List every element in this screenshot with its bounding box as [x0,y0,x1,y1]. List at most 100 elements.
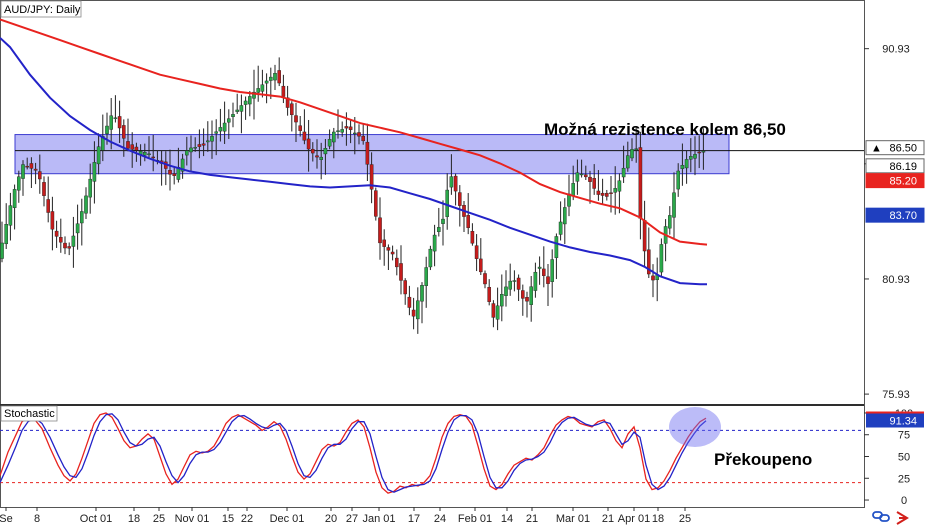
candle-bull [630,149,634,159]
price-y-tick-label: 90.93 [882,44,910,56]
price-tag-label: 86.50 [889,143,917,155]
candle-bear [59,237,63,243]
stochastic-k-line [0,412,707,494]
stochastic-y-tick-label: 0 [901,495,907,507]
candle-bull [689,156,693,160]
candle-bear [542,268,546,276]
candle-bear [29,163,34,169]
candle-bull [353,132,357,135]
x-tick-label: 20 [325,513,337,525]
candle-bear [521,290,525,299]
candle-bear [458,192,462,206]
price-y-tick-label: 75.93 [882,389,910,401]
link-icon[interactable] [872,511,890,522]
candle-bull [84,195,88,214]
candle-bear [294,115,298,123]
candle-bear [483,273,487,285]
candle-bull [231,114,235,117]
candle-bull [189,147,193,153]
candle-bull [71,235,76,247]
price-tag-marker: ▲ [871,143,882,155]
candle-bull [96,146,101,165]
candle-bull [210,136,214,142]
stochastic-d-line [0,413,707,493]
x-tick-label: 22 [241,513,253,525]
price-panel-frame [0,0,865,405]
x-tick-label: 18 [128,513,140,525]
candle-bull [437,227,441,232]
candle-bear [369,164,374,190]
candle-bear [382,239,387,247]
stochastic-panel-title: Stochastic [4,408,55,420]
candle-bull [684,159,689,169]
candle-bear [348,126,353,130]
x-tick-label: 25 [153,513,165,525]
candle-bull [428,248,433,268]
candle-bear [479,258,483,273]
x-tick-label: 21 [602,513,614,525]
candle-bear [67,246,71,249]
candle-bull [243,100,248,105]
candle-bear [399,263,403,281]
candle-bear [491,303,496,318]
candle-bear [474,245,479,259]
candle-bull [260,84,265,92]
candle-bear [546,276,550,284]
candle-bear [315,155,319,158]
candle-bear [584,174,588,178]
x-tick-label: 14 [501,513,513,525]
stochastic-panel-label-bg [0,405,58,422]
candle-bear [487,287,492,302]
candle-bear [395,257,399,268]
candle-bear [344,126,349,129]
candle-bear [151,156,156,159]
stochastic-y-tick-label: 75 [898,430,910,442]
candle-bull [21,164,25,179]
candle-bull [226,118,231,123]
candle-bear [647,249,651,275]
candle-bull [273,73,277,81]
candle-bull [235,109,240,112]
arrow-icon[interactable] [896,511,909,525]
candle-bear [365,141,370,165]
x-tick-label: Nov 01 [175,513,210,525]
candle-bull [659,244,664,273]
x-tick-label: Apr 01 [618,513,650,525]
candle-bull [4,224,8,245]
candle-bull [12,189,17,208]
x-tick-label: 17 [408,513,420,525]
candle-bear [525,297,529,302]
x-tick-label: Se [0,513,13,525]
candle-bear [201,143,206,146]
candle-bear [697,151,701,154]
candle-bull [676,170,680,190]
candle-bear [411,309,416,317]
candle-bull [218,127,223,132]
candle-bear [600,192,605,196]
price-tag-bg [865,140,925,156]
candle-bull [256,88,261,93]
candle-bull [105,125,109,134]
stochastic-y-tick-label: 50 [898,452,910,464]
x-tick-label: 15 [222,513,234,525]
stochastic-y-tick-label: 25 [898,473,910,485]
candle-bear [121,125,126,139]
price-panel-title: AUD/JPY: Daily [4,4,81,16]
candle-bull [701,150,706,153]
candle-bear [386,247,391,251]
x-tick-label: Oct 01 [80,513,112,525]
candle-bull [147,153,151,156]
x-tick-label: 18 [652,513,664,525]
candle-bull [416,300,420,320]
candle-bull [205,140,210,143]
candle-bear [42,182,46,196]
x-tick-label: Mar 01 [556,513,590,525]
candle-bear [361,135,366,142]
candle-bull [432,234,437,252]
candle-bull [340,129,345,133]
x-tick-label: Dec 01 [270,513,305,525]
candle-bear [277,70,282,84]
candle-bull [495,305,500,320]
candle-bear [54,230,59,237]
candle-bull [563,207,567,225]
